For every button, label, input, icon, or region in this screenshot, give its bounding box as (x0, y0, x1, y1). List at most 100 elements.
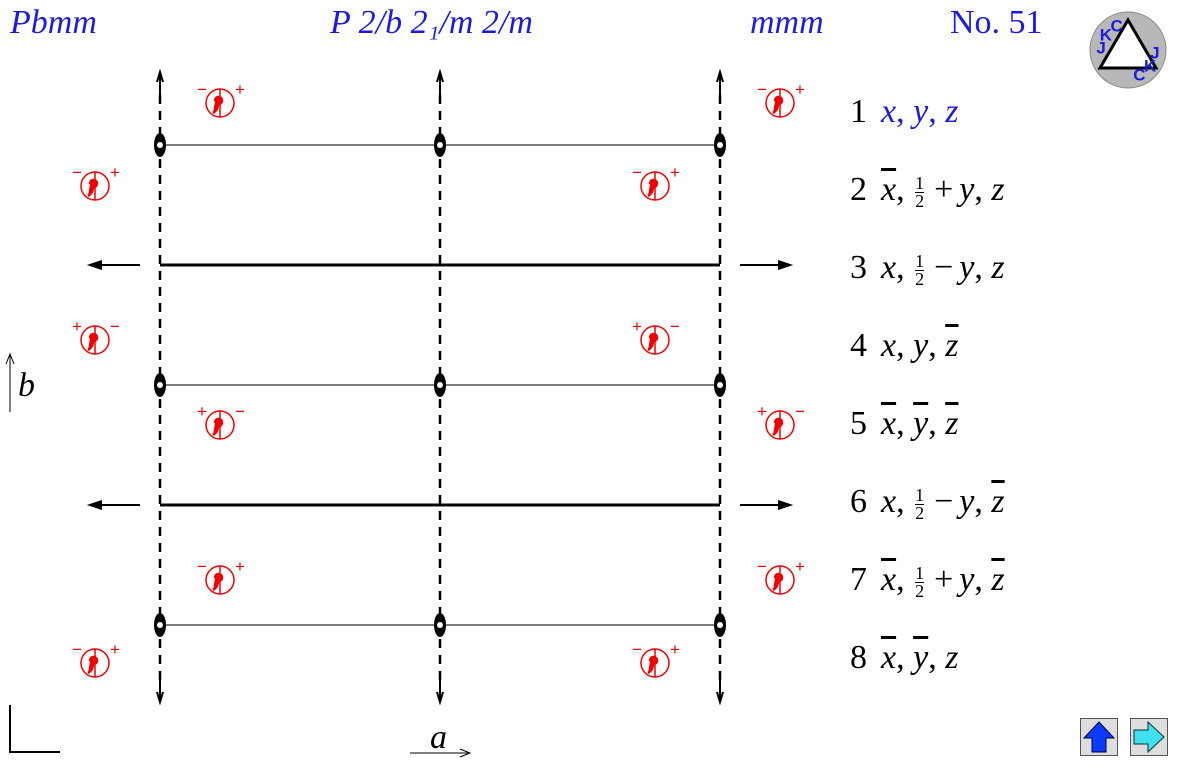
coordinate: x (881, 405, 897, 442)
origin-corner (9, 705, 60, 753)
twofold-center (157, 622, 163, 628)
position-index: 6 (850, 483, 867, 520)
general-position: + − (197, 402, 245, 440)
sign-right: + (795, 80, 805, 99)
separator: , (896, 171, 914, 208)
coordinate: z (945, 639, 959, 676)
position-row: 5 x, y, z (850, 404, 958, 444)
separator: , (928, 327, 946, 364)
coordinate: x (881, 639, 897, 676)
operator: + (934, 171, 954, 208)
next-button[interactable] (1130, 718, 1168, 756)
logo-letter: C (1110, 17, 1122, 36)
sign-right: − (670, 317, 680, 336)
twofold-center (437, 142, 443, 148)
coordinate: y (913, 327, 929, 364)
numerator: 1 (915, 250, 925, 271)
up-arrow (436, 68, 444, 95)
numerator: 1 (915, 484, 925, 505)
position-row: 7 x, 1 2 + y, z (850, 560, 1005, 600)
separator: , (896, 639, 914, 676)
next-icon (1133, 720, 1165, 754)
a-arrow (410, 748, 472, 758)
separator: , (896, 93, 914, 130)
position-index: 5 (850, 405, 867, 442)
coordinates: x, y, z (881, 405, 958, 442)
coordinates: x, y, z (881, 327, 958, 364)
sign-left: − (757, 557, 767, 576)
denominator: 2 (915, 268, 925, 289)
numerator: 1 (915, 172, 925, 193)
coordinates: x, 1 2− y, z (881, 483, 1005, 522)
up-button[interactable] (1080, 718, 1118, 756)
sign-right: − (110, 317, 120, 336)
position-index: 4 (850, 327, 867, 364)
sign-right: + (795, 557, 805, 576)
sign-left: − (197, 557, 207, 576)
position-comma (212, 417, 224, 437)
position-index: 7 (850, 561, 867, 598)
coordinate: z (991, 171, 1005, 208)
coordinate: y (913, 405, 929, 442)
position-comma (647, 178, 659, 198)
separator: , (896, 327, 914, 364)
left-arrow (86, 500, 140, 510)
coordinate: x (881, 249, 897, 286)
position-comma (772, 417, 784, 437)
down-arrow (716, 680, 724, 706)
coordinate: x (881, 561, 897, 598)
numerator: 1 (915, 562, 925, 583)
sign-left: − (632, 163, 642, 182)
position-index: 3 (850, 249, 867, 286)
twofold-center (157, 142, 163, 148)
position-row: 4 x, y, z (850, 326, 958, 366)
coordinate: y (913, 93, 929, 130)
twofold-center (437, 622, 443, 628)
sign-left: − (72, 163, 82, 182)
position-row: 8 x, y, z (850, 638, 958, 678)
sign-right: + (110, 640, 120, 659)
separator: , (928, 405, 946, 442)
coordinate: y (913, 639, 929, 676)
group-number: No. 51 (950, 4, 1043, 41)
operator: − (934, 483, 954, 520)
general-position: − + (197, 557, 245, 595)
general-position: − + (632, 640, 680, 678)
coordinate: y (959, 171, 975, 208)
down-arrow (156, 680, 164, 706)
coordinate: x (881, 93, 897, 130)
general-position: − + (632, 163, 680, 201)
twofold-center (717, 622, 723, 628)
position-comma (212, 572, 224, 592)
twofold-center (717, 142, 723, 148)
coordinate: x (881, 327, 897, 364)
position-index: 1 (850, 93, 867, 130)
down-arrow (436, 680, 444, 706)
general-position: + − (72, 317, 120, 355)
general-position: + − (632, 317, 680, 355)
sign-left: − (632, 640, 642, 659)
position-index: 2 (850, 171, 867, 208)
right-arrow (740, 500, 794, 510)
coordinates: x, 1 2 + y, z (881, 561, 1005, 600)
coordinate: z (991, 249, 1005, 286)
logo-letter: J (1096, 39, 1105, 58)
sign-right: + (235, 80, 245, 99)
separator: , (928, 93, 946, 130)
point-group: mmm (750, 4, 824, 41)
coordinates: x, 1 2 + y, z (881, 171, 1005, 210)
coordinates: x, y, z (881, 639, 958, 676)
position-comma (87, 178, 99, 198)
sign-right: + (670, 163, 680, 182)
position-row: 2 x, 1 2 + y, z (850, 170, 1005, 210)
sign-left: + (632, 317, 642, 336)
operator: + (934, 561, 954, 598)
general-position: − + (757, 80, 805, 118)
general-position: + − (757, 402, 805, 440)
general-position: − + (197, 80, 245, 118)
coordinates: x, y, z (881, 93, 958, 130)
axis-a: a (430, 719, 447, 756)
